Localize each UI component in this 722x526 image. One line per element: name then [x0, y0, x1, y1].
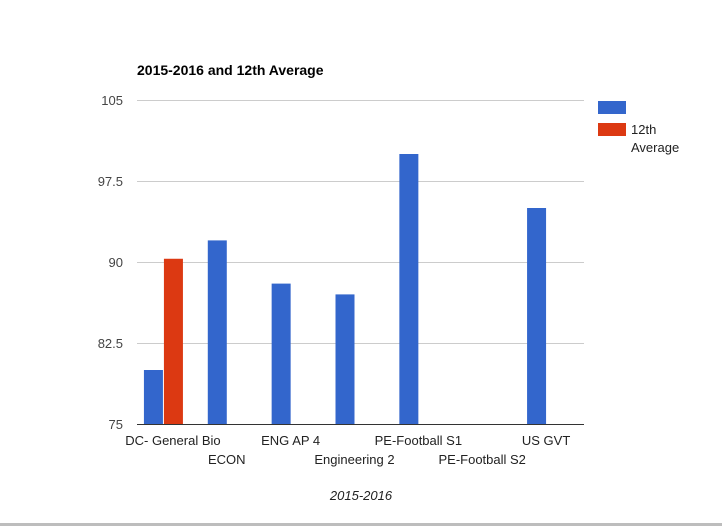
- bar: [399, 154, 419, 424]
- legend-swatch: [598, 123, 626, 136]
- x-tick-label: Engineering 2: [314, 452, 394, 467]
- legend-label-line: 12th: [631, 122, 656, 137]
- y-tick-label: 82.5: [98, 336, 123, 351]
- x-tick-label: ENG AP 4: [261, 433, 320, 448]
- bar: [163, 258, 183, 424]
- bars: [143, 154, 547, 424]
- x-tick-label: PE-Football S2: [438, 452, 525, 467]
- legend-label: 12th Average: [631, 122, 679, 155]
- y-tick-label: 97.5: [98, 174, 123, 189]
- legend: 12th Average: [598, 101, 679, 155]
- x-tick-label: PE-Football S1: [375, 433, 462, 448]
- bar: [271, 283, 291, 424]
- y-tick-label: 75: [109, 417, 123, 432]
- chart-title: 2015-2016 and 12th Average: [137, 62, 324, 78]
- bar: [335, 294, 355, 424]
- legend-label-line: Average: [631, 140, 679, 155]
- bottom-border: [0, 523, 722, 526]
- x-tick-label: ECON: [208, 452, 246, 467]
- y-tick-label: 105: [101, 93, 123, 108]
- bar: [527, 208, 547, 424]
- bar: [143, 370, 163, 424]
- legend-swatch: [598, 101, 626, 114]
- bar: [207, 240, 227, 424]
- x-tick-label: DC- General Bio: [125, 433, 220, 448]
- x-tick-label: US GVT: [522, 433, 570, 448]
- grid-lines: [137, 100, 584, 344]
- y-tick-label: 90: [109, 255, 123, 270]
- x-axis-title: 2015-2016: [329, 488, 393, 503]
